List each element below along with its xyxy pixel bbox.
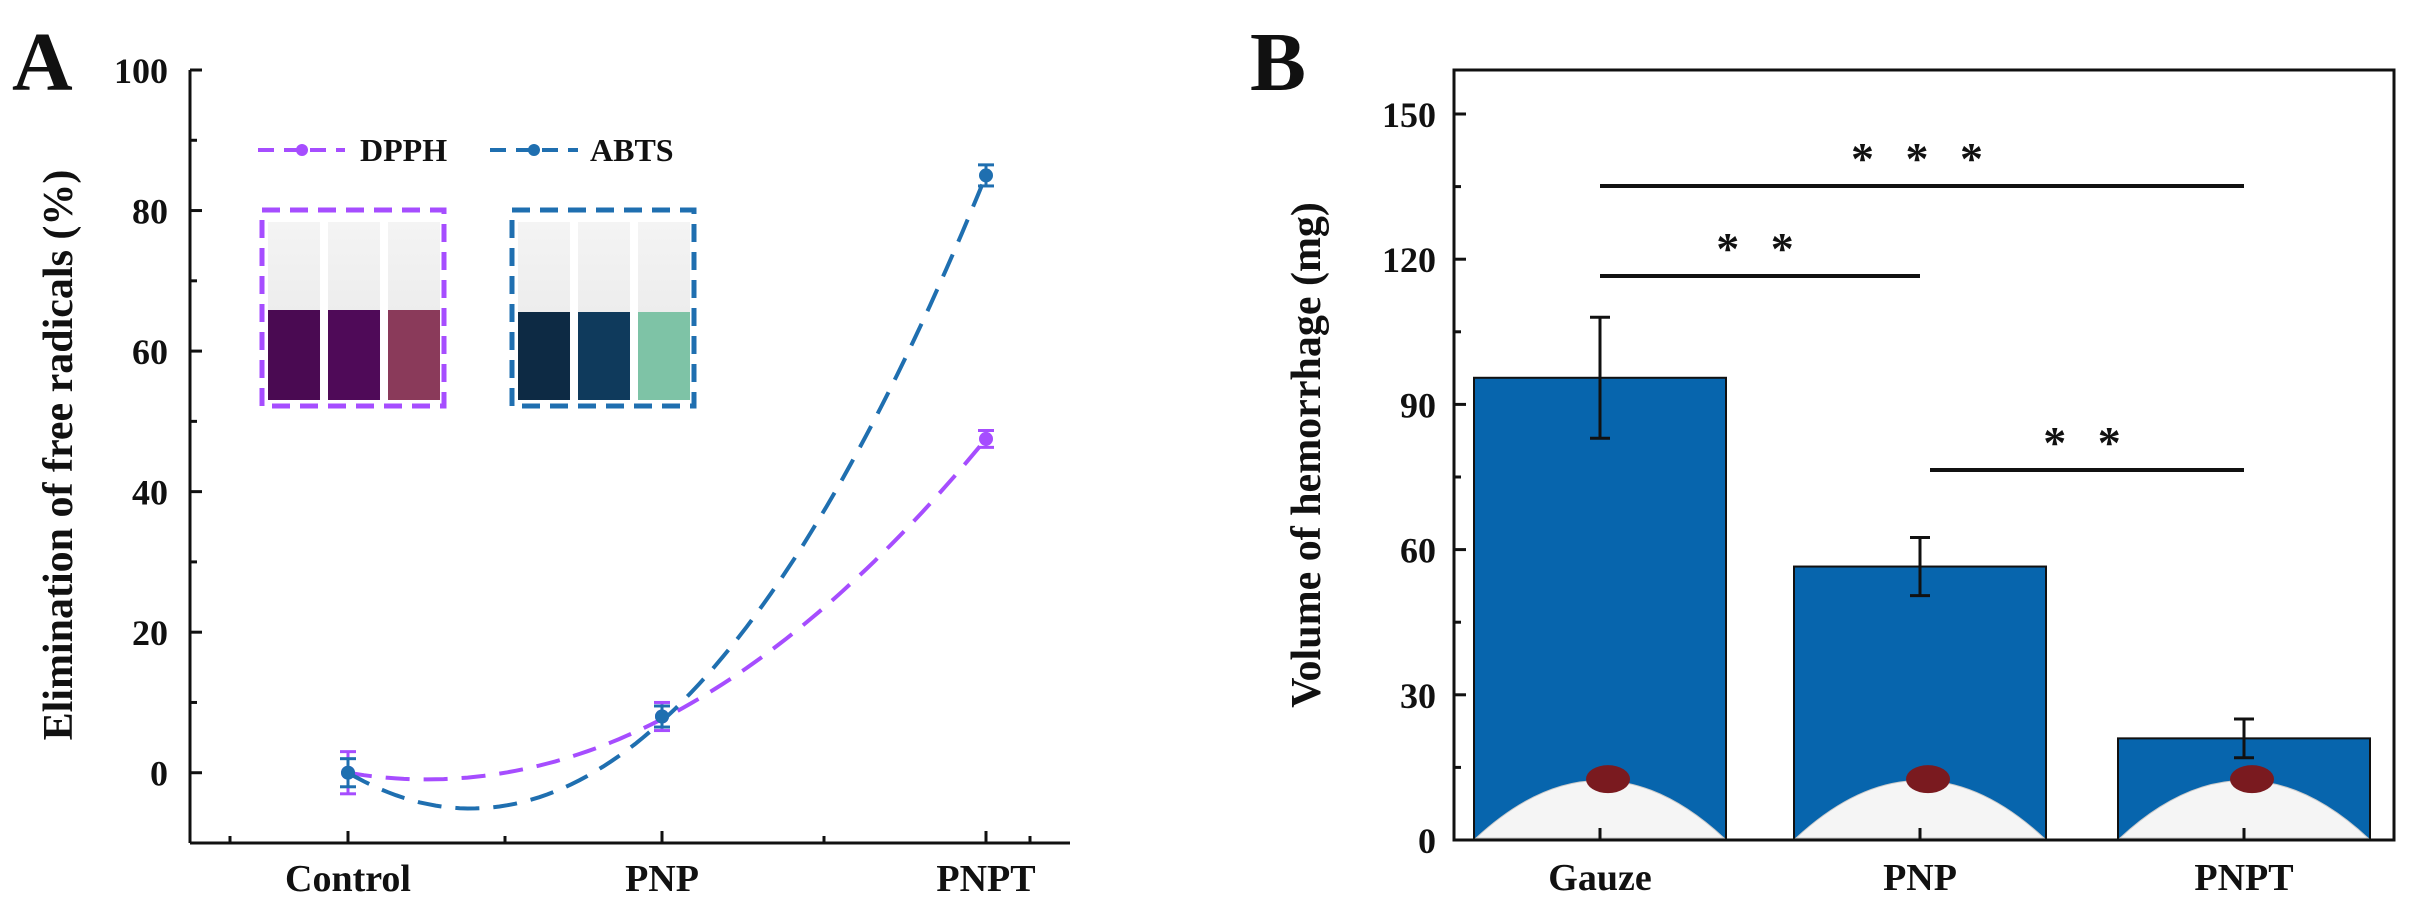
legend-abts-marker [528, 144, 540, 156]
cuvette-abts-1 [518, 222, 570, 400]
cuvette-dpph-2 [328, 222, 380, 400]
series-abts-point-pnpt [979, 168, 993, 183]
significance-label-gauze-pnpt: * * * [1851, 133, 1993, 184]
bar-gauze-blood-stain [1586, 765, 1630, 794]
panel-a: A 0 20 40 60 80 100 Control PNP PNPT Eliminatio… [12, 16, 1070, 900]
x-tick-label-pnpt: PNPT [2194, 857, 2293, 899]
significance-label-pnp-pnpt: * * [2043, 417, 2131, 468]
x-tick-label-pnpt: PNPT [936, 858, 1035, 900]
y-tick-label: 30 [1400, 676, 1436, 716]
cuvette-dpph-3 [388, 222, 440, 400]
legend-dpph-marker [296, 144, 308, 156]
panel-a-x-ticks: Control PNP PNPT [228, 831, 1036, 900]
y-tick-label: 0 [150, 754, 168, 794]
legend-abts-label: ABTS [590, 132, 674, 168]
y-tick-label: 20 [132, 613, 168, 653]
panel-a-y-ticks: 0 20 40 60 80 100 [114, 51, 202, 845]
y-tick-label: 100 [114, 51, 168, 91]
cuvette-abts-3 [638, 222, 690, 400]
panel-a-series [340, 163, 994, 811]
panel-b-significance: * * * * * * * [1600, 133, 2244, 472]
y-tick-label: 80 [132, 192, 168, 232]
cuvette-dpph-1 [268, 222, 320, 400]
series-abts-point-pnp [655, 709, 669, 724]
inset-abts-cuvettes [509, 207, 697, 409]
legend-dpph-label: DPPH [360, 132, 447, 168]
panel-b-y-axis-title: Volume of hemorrhage (mg) [1284, 202, 1330, 708]
y-tick-label: 60 [132, 332, 168, 372]
panel-a-y-axis-title: Elimination of free radicals (%) [36, 170, 82, 741]
x-tick-label-control: Control [285, 858, 411, 900]
inset-abts-frame [509, 207, 697, 409]
series-dpph-point-pnpt [979, 431, 993, 446]
panel-a-legend: DPPH ABTS [258, 132, 674, 168]
y-tick-label: 120 [1382, 240, 1436, 280]
x-tick-label-gauze: Gauze [1548, 857, 1651, 899]
y-tick-label: 40 [132, 473, 168, 513]
panel-b-frame [1452, 68, 2396, 842]
inset-dpph-cuvettes [259, 207, 447, 409]
panel-b-bars [1473, 315, 2371, 841]
y-tick-label: 0 [1418, 821, 1436, 861]
cuvette-abts-2 [578, 222, 630, 400]
significance-label-gauze-pnp: * * [1716, 223, 1804, 274]
panel-b-x-ticks: Gauze PNP PNPT [1548, 828, 2294, 899]
bar-pnpt-blood-stain [2230, 765, 2274, 794]
y-tick-label: 60 [1400, 531, 1436, 571]
panel-b-y-ticks: 0 30 60 90 120 150 [1382, 95, 1466, 861]
series-abts-point-control [341, 765, 355, 780]
panel-a-letter: A [12, 16, 73, 109]
inset-dpph-frame [259, 207, 447, 409]
bar-pnp-blood-stain [1906, 765, 1950, 794]
x-tick-label-pnp: PNP [625, 858, 699, 900]
bar-gauze [1473, 376, 1727, 841]
y-tick-label: 90 [1400, 385, 1436, 425]
panel-b-letter: B [1250, 16, 1306, 109]
x-tick-label-pnp: PNP [1883, 857, 1957, 899]
y-tick-label: 150 [1382, 95, 1436, 135]
